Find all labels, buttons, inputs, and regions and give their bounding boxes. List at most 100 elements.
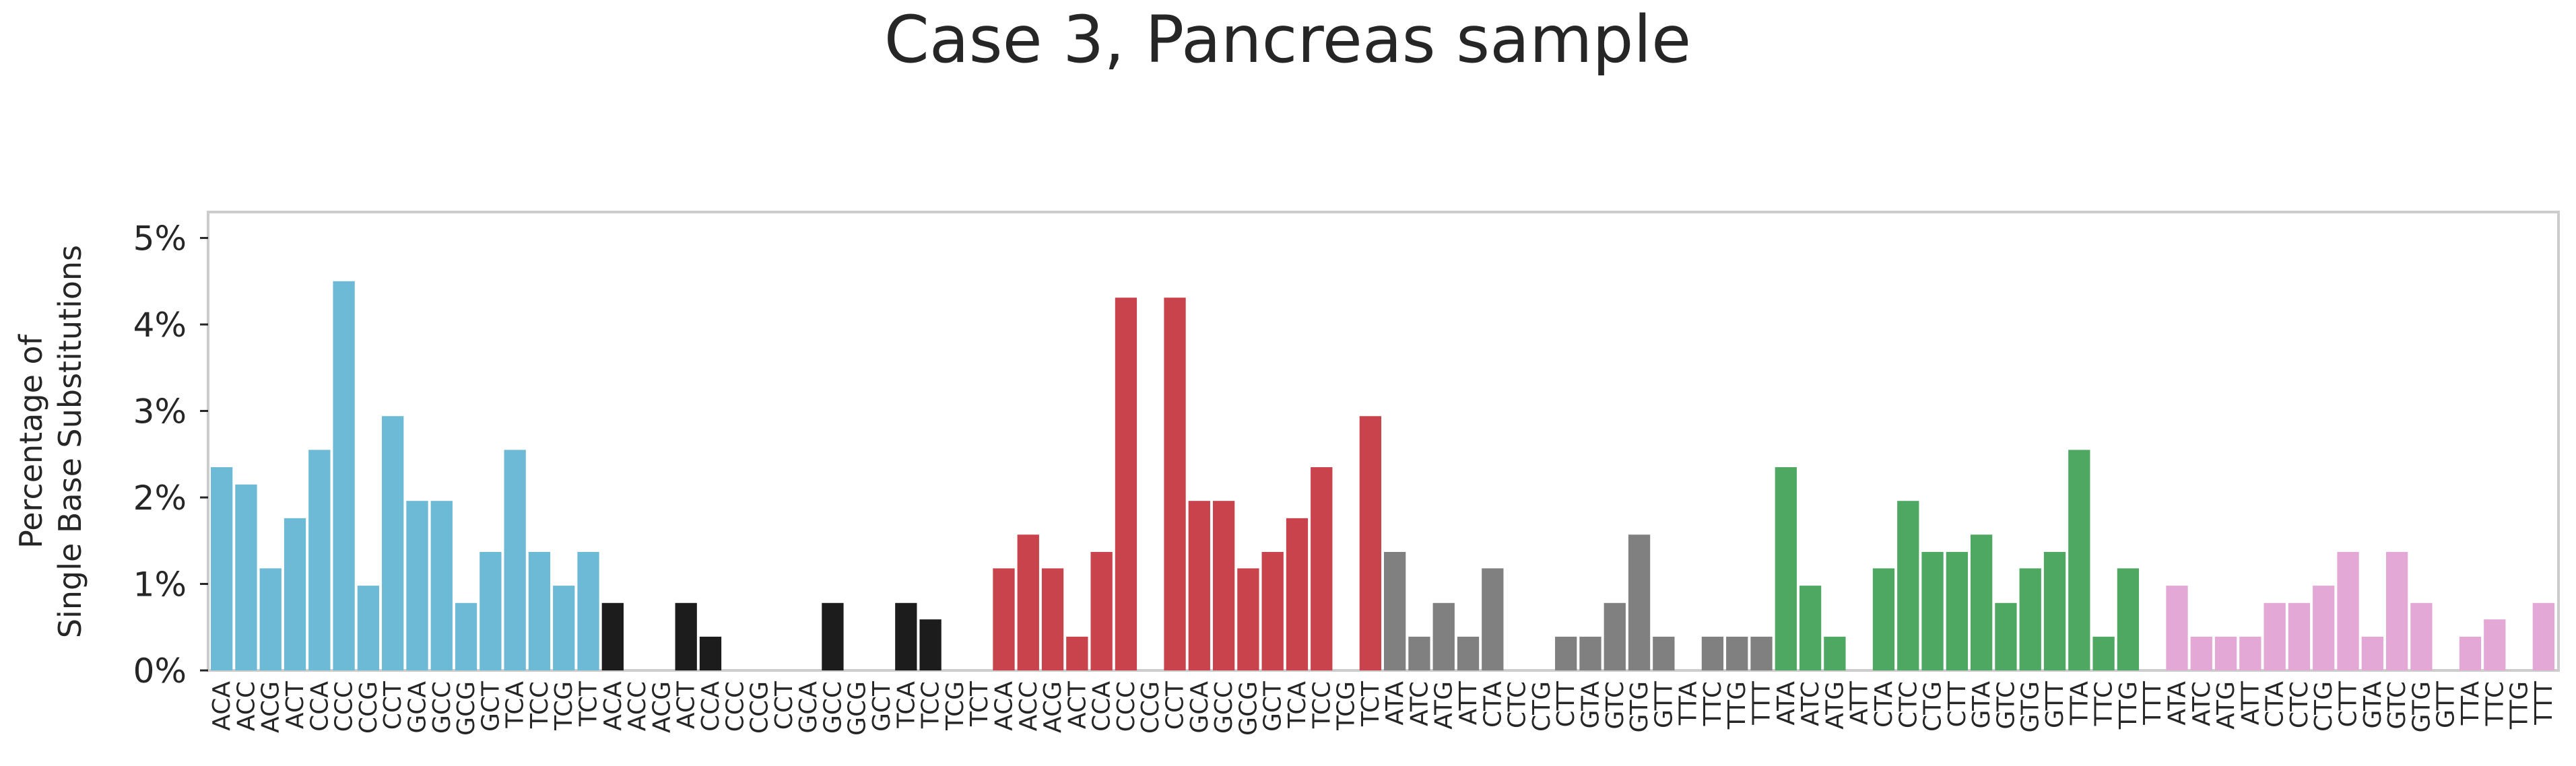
x-tick-label: TTC xyxy=(2090,681,2118,726)
bar-tta-76 xyxy=(2068,450,2090,670)
bar-ctt-55 xyxy=(1555,636,1577,670)
bar-cca-20 xyxy=(699,636,722,670)
x-tick-label: ATA xyxy=(2163,681,2191,726)
bar-gcg-42 xyxy=(1237,568,1259,670)
x-tick-label: TTT xyxy=(1748,681,1776,726)
x-tick-label: ATT xyxy=(1846,681,1874,725)
x-tick-label: GCA xyxy=(795,681,822,734)
bar-cta-68 xyxy=(1872,568,1895,670)
bar-cca-4 xyxy=(308,450,331,670)
x-tick-label: ATG xyxy=(1821,681,1849,730)
bar-gtc-57 xyxy=(1604,602,1626,670)
bar-gtc-73 xyxy=(1995,602,2017,670)
bar-aca-32 xyxy=(993,568,1015,670)
x-tick-label: TCA xyxy=(502,681,529,729)
x-tick-label: CTG xyxy=(1528,681,1556,732)
bar-atc-65 xyxy=(1799,586,1822,670)
x-tick-label: TCT xyxy=(1357,681,1385,727)
y-axis-ticks: 0% 1% 2% 3% 4% 5% xyxy=(133,219,208,691)
x-tick-label: TCA xyxy=(892,681,920,729)
bar-gcc-25 xyxy=(822,602,844,670)
bar-aca-0 xyxy=(211,467,233,670)
x-tick-label: GCC xyxy=(819,681,847,734)
bar-tcc-13 xyxy=(528,551,551,670)
x-tick-label: ACC xyxy=(624,681,651,731)
x-tick-label: GCG xyxy=(1234,681,1262,736)
bar-gtg-58 xyxy=(1628,534,1651,670)
bar-ctg-70 xyxy=(1921,551,1944,670)
x-tick-label: CTC xyxy=(2286,681,2313,728)
bar-ata-80 xyxy=(2166,586,2188,670)
x-tick-label: CTA xyxy=(1479,681,1507,728)
x-tick-label: TTA xyxy=(1675,681,1703,726)
bar-cct-7 xyxy=(382,416,404,670)
bar-gta-72 xyxy=(1971,534,1993,670)
chart-title: Case 3, Pancreas sample xyxy=(884,2,1691,77)
x-tick-label: CTT xyxy=(2335,681,2363,727)
x-tick-label: CTA xyxy=(2261,681,2289,728)
x-tick-label: TCC xyxy=(1308,681,1335,729)
y-tick-label: 2% xyxy=(133,479,187,518)
bar-ttg-62 xyxy=(1726,636,1748,670)
x-tick-label: CTT xyxy=(1552,681,1580,727)
x-tick-label: GTT xyxy=(2041,681,2069,728)
bar-ttt-63 xyxy=(1750,636,1773,670)
x-tick-label: CTT xyxy=(1944,681,1971,727)
x-tick-label: ATA xyxy=(1773,681,1800,726)
bar-act-35 xyxy=(1066,636,1088,670)
bar-gtc-89 xyxy=(2385,551,2408,670)
bar-act-19 xyxy=(675,602,697,670)
x-tick-label: GTG xyxy=(1626,681,1653,733)
x-tick-label: GCG xyxy=(453,681,480,736)
x-tick-label: ATC xyxy=(2188,681,2216,726)
bar-aca-16 xyxy=(601,602,624,670)
x-tick-label: CCT xyxy=(379,681,407,730)
y-tick-label: 4% xyxy=(133,306,187,345)
bar-tca-44 xyxy=(1286,518,1309,670)
bar-tca-12 xyxy=(504,450,526,670)
bar-ttc-61 xyxy=(1701,636,1724,670)
bar-att-83 xyxy=(2239,636,2261,670)
bar-gct-11 xyxy=(480,551,502,670)
x-tick-label: TCT xyxy=(966,681,993,727)
x-axis-ticks: ACAACCACGACTCCACCCCCGCCTGCAGCCGCGGCTTCAT… xyxy=(208,681,2558,736)
bar-gct-43 xyxy=(1261,551,1284,670)
x-tick-label: ATA xyxy=(1381,681,1409,726)
x-tick-label: ACG xyxy=(257,681,285,733)
bar-cta-84 xyxy=(2264,602,2286,670)
x-tick-label: ATT xyxy=(2237,681,2264,725)
x-tick-label: ATC xyxy=(1406,681,1433,726)
x-tick-label: TTA xyxy=(2457,681,2484,726)
x-tick-label: TCG xyxy=(1333,681,1360,731)
bar-atg-66 xyxy=(1824,636,1846,670)
x-tick-label: CCA xyxy=(1088,681,1116,732)
x-tick-label: CCG xyxy=(1137,681,1164,734)
x-tick-label: CCG xyxy=(746,681,774,734)
x-tick-label: TTG xyxy=(2506,681,2534,730)
x-tick-label: TCC xyxy=(917,681,945,729)
x-tick-label: ATT xyxy=(1455,681,1482,725)
x-tick-label: CTC xyxy=(1894,681,1922,728)
x-tick-label: CCG xyxy=(355,681,383,734)
bar-acg-34 xyxy=(1041,568,1064,670)
bar-tcc-29 xyxy=(919,619,942,670)
x-tick-label: CTC xyxy=(1504,681,1531,728)
x-tick-label: TCG xyxy=(942,681,969,731)
y-axis-label-line-2: Single Base Substitutions xyxy=(52,245,88,638)
x-tick-label: ACT xyxy=(673,681,700,729)
x-tick-label: GCC xyxy=(428,681,456,734)
x-tick-label: TTC xyxy=(1699,681,1727,726)
x-tick-label: ACT xyxy=(282,681,309,729)
x-tick-label: TCC xyxy=(526,681,554,729)
x-tick-label: CTA xyxy=(1870,681,1898,728)
x-tick-label: GTT xyxy=(2433,681,2460,728)
bar-gcc-41 xyxy=(1212,501,1235,670)
bar-cca-36 xyxy=(1090,551,1113,670)
bar-tcc-45 xyxy=(1311,467,1333,670)
x-tick-label: GTA xyxy=(1577,681,1604,729)
bar-gcg-10 xyxy=(455,602,477,670)
bar-ttc-93 xyxy=(2484,619,2506,670)
x-tick-label: CCT xyxy=(770,681,798,730)
x-tick-label: TTC xyxy=(2481,681,2509,726)
bar-acc-33 xyxy=(1017,534,1039,670)
